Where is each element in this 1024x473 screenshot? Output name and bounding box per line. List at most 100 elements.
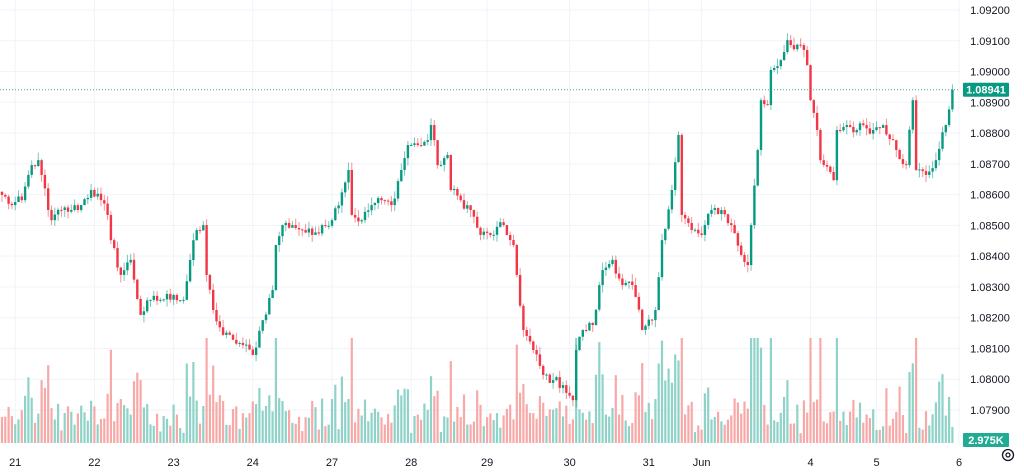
volume-bar [129,414,132,443]
volume-bar [182,432,185,443]
candle-body [231,334,235,340]
candle-body [396,181,400,199]
volume-bar [568,423,571,443]
candle-body [179,300,182,302]
price-tick-label: 1.07900 [970,405,1010,417]
candle-body [373,203,377,206]
volume-bar [898,386,901,443]
candle-body [802,45,806,51]
volume-bar [948,397,951,443]
candle-body [931,168,934,172]
volume-bar [786,380,789,443]
volume-bar [713,416,716,443]
volume-bar [103,418,106,443]
volume-bar [291,422,294,443]
candle-body [806,50,809,66]
volume-bar [832,411,835,443]
candle-body [4,194,7,197]
candle-body [50,210,53,221]
time-tick-label: 29 [481,457,493,469]
candle-body [654,310,657,321]
volume-bar [664,380,667,443]
volume-bar [578,409,581,443]
volume-bar [720,421,723,443]
volume-bar [670,382,673,443]
volume-bar [888,425,891,443]
volume-bar [918,427,921,443]
volume-bar [644,412,647,443]
volume-bar [410,433,413,443]
time-tick-label: Jun [693,457,711,469]
candle-body [730,223,733,226]
candle-body [439,164,443,166]
volume-bar [238,428,241,443]
volume-bar [915,338,918,443]
time-tick-label: 24 [247,457,259,469]
volume-bar [334,384,337,443]
volume-bar [552,409,555,443]
volume-bar [96,424,99,443]
time-axis[interactable]: 21 22 23 24 27 28 29 30 31 Jun 4 5 6 [9,457,962,469]
volume-bar [37,413,40,443]
volume-bar [875,430,878,443]
candle-body [918,169,921,171]
candle-body [212,289,215,311]
volume-bar [908,371,911,443]
price-tick-label: 1.08500 [970,220,1010,232]
volume-bar [740,413,743,443]
candle-body [14,202,17,206]
volume-bar [387,413,390,443]
volume-bar [327,424,330,443]
price-axis[interactable]: 1.09200 1.09100 1.09000 1.08900 1.08800 1.087… [970,5,1010,417]
volume-bar [835,338,838,443]
volume-bar [700,429,703,443]
candle-body [423,141,426,146]
volume-bar [390,422,393,443]
candle-body [713,208,716,211]
candle-body [568,392,571,396]
volume-bar [459,417,462,443]
volume-bar [792,423,796,443]
volume-bar [109,349,112,443]
candle-body [664,228,667,241]
volume-bar [83,412,86,443]
volume-bar [789,423,792,443]
candle-body [370,205,373,211]
volume-bar [20,410,23,443]
candle-body [268,298,271,315]
volume-bar [608,416,611,443]
candle-body [759,100,763,151]
volume-bar [905,433,908,443]
candle-body [888,134,891,140]
candle-body [400,170,403,182]
volume-bar [192,361,195,443]
volume-bar [330,399,334,443]
candle-body [528,335,532,342]
candle-body [30,165,33,175]
candle-body [459,195,462,201]
candle-body [162,299,165,301]
candle-body [182,299,185,301]
candle-body [763,100,766,105]
volume-bar [743,401,746,443]
volume-bar [47,365,50,443]
volume-bar [307,417,310,443]
candle-body [921,169,924,172]
candle-body [169,293,172,300]
volume-bar [317,429,320,443]
time-tick-label: 27 [326,457,338,469]
volume-bar [697,425,700,443]
volume-bar [152,425,155,443]
gear-icon[interactable] [1000,447,1016,463]
candle-body [641,309,644,331]
candle-body [56,209,60,215]
candle-body [743,254,746,262]
candle-body [304,230,307,233]
volume-bar [667,368,670,443]
candle-body [63,207,66,211]
price-tick-label: 1.08700 [970,159,1010,171]
candle-body [132,259,136,280]
volume-bar [24,395,27,443]
candle-body [924,171,928,175]
